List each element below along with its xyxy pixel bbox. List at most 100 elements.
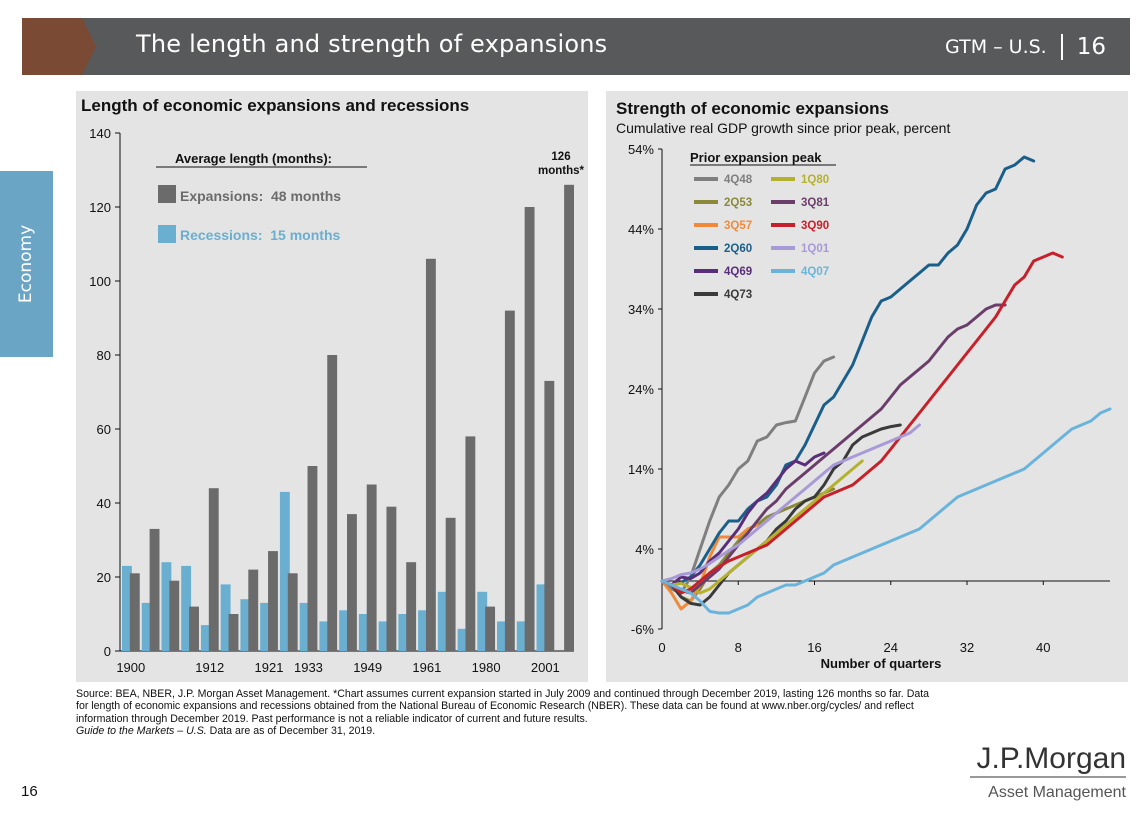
legend-label-4Q69: 4Q69 — [724, 266, 752, 278]
legend-swatch-recessions — [158, 225, 176, 243]
expansion-bar — [485, 606, 496, 651]
left-y-tick-label: 40 — [97, 496, 111, 511]
right-x-tick-label: 0 — [658, 640, 665, 655]
expansion-bar — [248, 569, 259, 651]
expansion-bar — [465, 436, 476, 651]
right-chart-axes: -6% 4% 14% 24% 34% 44% 54% 0 8 16 24 32 40 — [628, 142, 1110, 655]
left-x-tick-label: 1921 — [255, 660, 284, 675]
expansion-bar — [406, 562, 417, 651]
legend-label-4Q07: 4Q07 — [801, 266, 829, 278]
header-right: GTM – U.S. 16 — [945, 34, 1106, 60]
footnote: Source: BEA, NBER, J.P. Morgan Asset Man… — [76, 688, 936, 738]
recession-bar — [516, 621, 527, 651]
left-y-tick-label: 140 — [89, 126, 111, 141]
right-y-tick-label: 54% — [628, 142, 654, 157]
economy-side-tab[interactable] — [0, 171, 53, 357]
recession-bar — [220, 584, 231, 651]
header-page-number: 16 — [1076, 34, 1106, 60]
line-series-1Q01 — [660, 423, 921, 583]
expansions-recessions-bar-chart: Length of economic expansions and recess… — [81, 96, 585, 675]
recession-bar — [358, 614, 369, 651]
expansion-bar — [149, 528, 160, 651]
expansion-bar — [366, 484, 377, 651]
line-series-3Q57 — [660, 523, 759, 611]
left-chart-legend: Average length (months): Expansions: 48 … — [156, 151, 367, 243]
left-x-tick-label: 1980 — [472, 660, 501, 675]
recession-bar — [437, 591, 448, 651]
legend-heading: Average length (months): — [175, 151, 332, 166]
left-y-tick-label: 20 — [97, 570, 111, 585]
recession-bar — [141, 602, 152, 651]
right-legend-heading: Prior expansion peak — [690, 150, 822, 165]
expansion-bar — [228, 614, 239, 651]
recession-bar — [536, 584, 547, 651]
recession-bar — [477, 591, 488, 651]
left-x-tick-label: 1933 — [294, 660, 323, 675]
chevron-arrow-icon — [22, 18, 96, 75]
legend-label-4Q48: 4Q48 — [724, 174, 753, 186]
footnote-guide-title: Guide to the Markets – U.S. — [76, 725, 207, 738]
left-y-tick-label: 0 — [104, 644, 111, 659]
expansion-bar — [524, 207, 535, 651]
line-series-3Q81 — [660, 303, 1007, 595]
legend-label-1Q80: 1Q80 — [801, 174, 829, 186]
legend-label-3Q90: 3Q90 — [801, 220, 829, 232]
right-x-tick-label: 16 — [807, 640, 821, 655]
right-y-tick-label: 14% — [628, 462, 654, 477]
legend-label-2Q60: 2Q60 — [724, 243, 752, 255]
right-x-tick-label: 8 — [735, 640, 742, 655]
legend-label-4Q73: 4Q73 — [724, 289, 752, 301]
expansion-bar — [268, 551, 278, 651]
recession-bar — [279, 491, 290, 651]
left-x-tick-label: 2001 — [531, 660, 560, 675]
expansion-bar — [425, 258, 436, 651]
page-title: The length and strength of expansions — [136, 30, 608, 58]
right-chart-lines — [660, 155, 1112, 615]
recession-bar — [418, 610, 428, 651]
callout-value: 126 — [551, 151, 570, 163]
recession-bar — [339, 610, 349, 651]
left-chart-bars — [122, 184, 574, 652]
logo-brand: J.P.Morgan — [976, 742, 1126, 775]
recession-bar — [457, 628, 468, 651]
right-chart-legend: Prior expansion peak 4Q48 2Q53 3Q57 2Q60 4Q6… — [690, 150, 836, 301]
left-y-tick-label: 100 — [89, 274, 111, 289]
expansion-bar — [208, 488, 219, 651]
expansion-bar — [189, 606, 199, 651]
legend-label-2Q53: 2Q53 — [724, 197, 752, 209]
recession-bar — [260, 602, 271, 651]
expansion-bar — [347, 514, 357, 651]
expansion-bar — [169, 580, 180, 651]
jpmorgan-logo: J.P.Morgan Asset Management — [970, 742, 1127, 801]
left-y-tick-label: 80 — [97, 348, 111, 363]
legend-label-3Q81: 3Q81 — [801, 197, 830, 209]
footnote-guide: Guide to the Markets – U.S. Data are as … — [76, 725, 936, 737]
line-series-4Q69 — [660, 451, 826, 587]
recession-bar — [398, 614, 409, 651]
right-y-tick-label: 24% — [628, 382, 654, 397]
line-series-4Q07 — [660, 407, 1112, 615]
header-bar — [22, 18, 1130, 75]
right-y-tick-label: 44% — [628, 222, 654, 237]
legend-label-3Q57: 3Q57 — [724, 220, 752, 232]
right-chart-subtitle: Cumulative real GDP growth since prior p… — [616, 120, 950, 136]
recession-bar — [378, 621, 389, 651]
expansion-bar — [287, 573, 298, 651]
recession-bar — [122, 565, 132, 651]
expansion-bar — [504, 310, 515, 651]
side-tab-label: Economy — [16, 224, 36, 304]
legend-swatch-expansions — [158, 185, 176, 203]
recession-bar — [319, 621, 330, 651]
expansion-bar — [307, 466, 318, 651]
section-label: GTM – U.S. — [945, 36, 1047, 58]
recession-bar — [299, 602, 310, 651]
callout-unit: months* — [538, 165, 585, 177]
right-chart-panel: Strength of economic expansions Cumulati… — [606, 91, 1128, 682]
left-y-tick-label: 120 — [89, 200, 111, 215]
expansion-bar — [564, 184, 574, 652]
right-x-tick-label: 40 — [1036, 640, 1050, 655]
left-chart-panel: Length of economic expansions and recess… — [76, 91, 588, 682]
recession-bar — [181, 565, 192, 651]
expansion-strength-line-chart: Strength of economic expansions Cumulati… — [616, 99, 1112, 671]
